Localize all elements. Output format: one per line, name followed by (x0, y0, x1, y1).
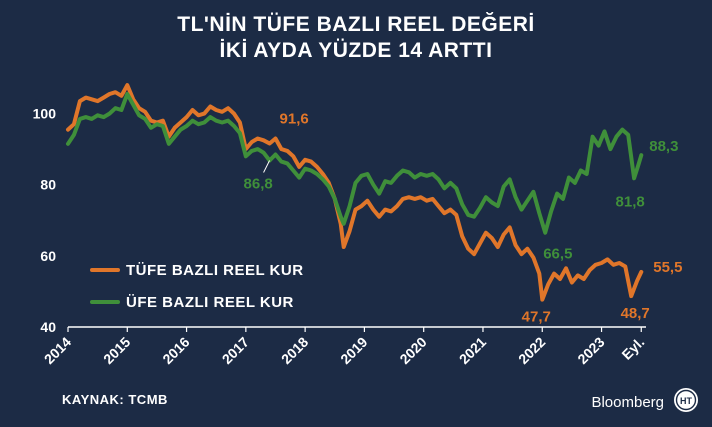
legend-label: TÜFE BAZLI REEL KUR (126, 262, 304, 279)
x-tick-label: 2015 (100, 334, 133, 367)
data-label: 81,8 (616, 193, 645, 210)
data-label: 86,8 (244, 176, 273, 193)
ht-logo-icon: HT (674, 388, 698, 412)
data-label: 47,7 (522, 309, 551, 326)
data-label: 91,6 (280, 110, 309, 127)
data-label: 88,3 (649, 138, 678, 155)
data-label: 66,5 (543, 246, 572, 263)
y-tick-label: 60 (40, 248, 56, 264)
legend-label: ÜFE BAZLI REEL KUR (126, 294, 294, 311)
bloomberg-logo: Bloomberg (591, 394, 664, 411)
x-tick-label: 2022 (515, 334, 548, 367)
chart-title-line1: TL'NİN TÜFE BAZLI REEL DEĞERİ (177, 12, 534, 36)
series-layer (66, 83, 644, 302)
annotation-layer: 91,6 86,8 66,5 47,7 81,8 48,7 88,3 55,5 (244, 110, 683, 325)
x-tick-label: 2021 (456, 334, 489, 367)
y-tick-label: 40 (40, 319, 56, 335)
axes: 40 60 80 100 2014 2015 2016 2017 2018 2019 2020 202… (33, 106, 648, 368)
x-tick-label: 2017 (219, 334, 252, 367)
x-tick-label: 2023 (574, 334, 607, 367)
chart-title-line2: İKİ AYDA YÜZDE 14 ARTTI (220, 39, 493, 62)
data-label: 55,5 (653, 259, 682, 276)
x-tick-label: 2018 (278, 334, 311, 367)
annotation-leader (263, 160, 271, 173)
ht-logo-text: HT (680, 396, 692, 406)
source-note: KAYNAK: TCMB (62, 392, 168, 407)
x-tick-label: 2014 (41, 334, 74, 367)
x-tick-label: 2020 (396, 334, 429, 367)
y-tick-label: 100 (33, 106, 57, 122)
series-line-ufe (66, 92, 644, 235)
data-label: 48,7 (621, 305, 650, 322)
legend: TÜFE BAZLI REEL KUR ÜFE BAZLI REEL KUR (90, 262, 304, 311)
x-tick-label: Eyl. (618, 334, 647, 363)
x-tick-label: 2019 (337, 334, 370, 367)
y-tick-label: 80 (40, 177, 56, 193)
x-tick-label: 2016 (159, 334, 192, 367)
